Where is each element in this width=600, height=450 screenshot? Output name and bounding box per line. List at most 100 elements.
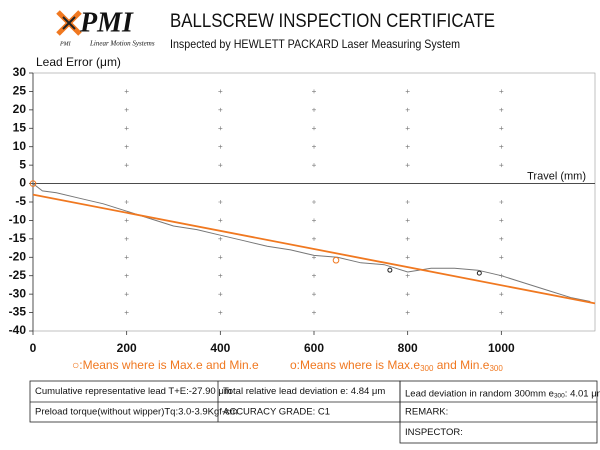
grid-plus [124,236,129,241]
grid-plus [405,126,410,131]
grid-plus [312,144,316,149]
max-min-point [476,270,482,276]
grid-plus [312,89,316,94]
grid-plus [124,273,129,278]
table-cell: Preload torque(without wipper)Tq:3.0-3.9… [35,407,238,418]
grid-plus [124,126,129,131]
grid-plus [312,310,316,315]
series-line [32,193,596,305]
grid-plus [218,255,223,260]
grid-plus [405,273,410,278]
grid-plus [124,255,129,260]
legend-text: and Min.e [433,358,489,372]
grid-plus [499,255,504,260]
grid-plus [124,163,129,168]
grid-plus [218,144,223,149]
grid-plus [499,218,504,223]
grid-plus [312,236,316,241]
grid-plus [124,218,129,223]
title: BALLSCREW INSPECTION CERTIFICATE [170,11,495,32]
series-line [32,183,591,302]
y-axis-label: Lead Error (μm) [36,55,121,69]
grid-plus [218,107,223,112]
y-tick-label: 0 [19,176,26,190]
y-tick-label: 30 [13,65,27,79]
grid-plus [312,218,316,223]
grid-plus [499,144,504,149]
table-cell: Cumulative representative lead T+E:-27.9… [35,386,232,397]
grid-plus [218,163,223,168]
x-tick-label: 800 [398,341,418,355]
logo-mark [62,16,76,30]
grid-plus [218,126,223,131]
grid-plus [312,126,316,131]
grid-plus [499,126,504,131]
y-tick-label: -20 [9,249,27,263]
table-cell: ACCURACY GRADE: C1 [223,407,330,418]
x-axis-label: Travel (mm) [527,170,586,182]
grid-plus [499,107,504,112]
grid-plus [124,310,129,315]
y-tick-label: 20 [13,102,27,116]
y-tick-label: -35 [9,305,27,319]
logo-small: PMI [59,41,72,47]
logo-tagline: Linear Motion Systems [89,40,155,48]
grid-plus [312,273,316,278]
cell-text: Lead deviation in random 300mm e [405,388,554,399]
max-min-point [332,256,340,264]
cell-text: : 4.01 μm [565,388,600,399]
grid-plus [405,236,410,241]
y-tick-label: -40 [9,323,27,337]
grid-plus [218,89,223,94]
grid-plus [405,144,410,149]
grid-plus [499,310,504,315]
x-tick-label: 1000 [488,341,515,355]
y-tick-label: 10 [13,139,27,153]
grid-plus [124,144,129,149]
grid-plus [405,163,410,168]
grid-plus [218,273,223,278]
grid-plus [218,292,223,297]
max-min-point [29,180,37,187]
y-tick-label: -30 [9,286,27,300]
y-tick-label: -25 [9,268,27,282]
grid-plus [405,292,410,297]
y-tick-label: -10 [9,213,27,227]
cell-subscript: 300 [554,392,565,399]
grid-plus [405,310,410,315]
y-tick-label: 15 [13,120,27,134]
grid-plus [405,200,410,204]
grid-plus [405,255,410,260]
grid-plus [405,218,410,223]
table-cell: REMARK: [405,407,448,418]
table-cell: Lead deviation in random 300mm e300: 4.0… [405,388,600,399]
legend-subscript: 300 [420,364,434,373]
logo-name: PMI [79,7,134,38]
grid-plus [218,236,223,241]
legend-entry: o:Means where is Max.e300 and Min.e300 [290,358,503,373]
x-tick-label: 400 [210,341,230,355]
y-tick-label: -5 [15,194,26,208]
legend-subscript: 300 [489,364,503,373]
logo: PMI PMI Linear Motion Systems [56,7,155,48]
grid-plus [124,107,129,112]
grid-plus [499,292,504,297]
grid-plus [218,310,223,315]
y-tick-label: -15 [9,231,27,245]
grid-plus [312,200,316,204]
grid-plus [405,89,410,94]
grid-plus [218,218,223,223]
grid-plus [124,89,129,94]
grid-plus [312,292,316,297]
table-cell: INSPECTOR: [405,427,463,438]
legend-text: ○:Means where is Max.e and Min.e [72,358,259,372]
max-min-point [387,267,393,273]
subtitle: Inspected by HEWLETT PACKARD Laser Measu… [170,37,460,51]
legend-text: o:Means where is Max.e [290,358,420,372]
grid-plus [312,255,316,260]
grid-plus [312,107,316,112]
grid-plus [499,236,504,241]
y-tick-label: 25 [13,84,27,98]
x-tick-label: 600 [304,341,324,355]
